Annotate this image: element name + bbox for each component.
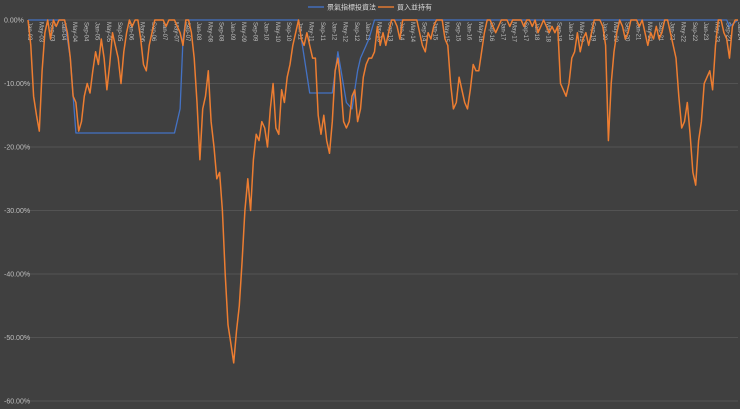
- plot-area: [27, 19, 739, 364]
- legend-label-strategy: 景氣指標投資法: [327, 3, 376, 12]
- x-tick-label: Jan-21: [635, 22, 641, 41]
- x-tick-label: Sep-04: [82, 22, 88, 42]
- x-tick-label: May-18: [544, 22, 550, 43]
- x-tick-label: May-05: [105, 22, 111, 43]
- x-tick-label: Sep-10: [285, 22, 291, 42]
- y-tick-label: -20.00%: [4, 145, 30, 152]
- x-tick-label: May-12: [342, 22, 348, 43]
- y-tick-label: -30.00%: [4, 208, 30, 215]
- x-tick-label: Sep-13: [387, 22, 393, 42]
- x-tick-label: Sep-09: [251, 22, 257, 42]
- gridlines: [28, 19, 738, 402]
- x-tick-label: Sep-08: [218, 22, 224, 42]
- y-tick-label: -50.00%: [4, 335, 30, 342]
- x-tick-label: Jan-09: [229, 22, 235, 41]
- x-tick-label: Sep-17: [522, 22, 528, 42]
- x-tick-label: Jan-08: [195, 22, 201, 41]
- x-tick-label: Jan-10: [263, 22, 269, 41]
- x-tick-label: Sep-11: [319, 22, 325, 42]
- x-tick-label: Sep-20: [623, 22, 629, 42]
- x-tick-label: Jan-06: [127, 22, 133, 41]
- x-tick-label: May-10: [274, 22, 280, 43]
- y-axis: 0.00% -10.00% -20.00% -30.00% -40.00% -50.00%…: [4, 18, 30, 406]
- x-tick-label: May-06: [139, 22, 145, 43]
- x-tick-label: Sep-23: [725, 22, 731, 42]
- x-tick-label: Sep-21: [657, 22, 663, 42]
- x-tick-label: Jan-23: [702, 22, 708, 41]
- x-tick-label: May-09: [240, 22, 246, 43]
- x-tick-label: Sep-19: [589, 22, 595, 42]
- x-tick-label: Sep-06: [150, 22, 156, 42]
- x-tick-label: Jan-19: [567, 22, 573, 41]
- x-tick-label: May-11: [308, 22, 314, 42]
- series-line-buy-and-hold: [27, 19, 738, 364]
- x-tick-label: Jan-18: [533, 22, 539, 41]
- y-tick-label: 0.00%: [4, 18, 24, 25]
- x-tick-label: May-22: [680, 22, 686, 43]
- x-tick-label: May-17: [511, 22, 517, 43]
- x-tick-label: Jan-12: [330, 22, 336, 41]
- x-tick-label: Jan-05: [94, 22, 100, 41]
- x-tick-label: Jan-24: [736, 22, 740, 41]
- x-tick-label: Jan-13: [364, 22, 370, 41]
- x-tick-label: May-16: [477, 22, 483, 43]
- x-tick-label: Sep-22: [691, 22, 697, 42]
- x-tick-label: Sep-12: [353, 22, 359, 42]
- x-tick-label: May-03: [37, 22, 43, 43]
- x-tick-label: May-04: [71, 22, 77, 43]
- x-tick-label: Jan-04: [60, 22, 66, 41]
- x-tick-label: Sep-16: [488, 22, 494, 42]
- x-tick-label: Jan-17: [499, 22, 505, 41]
- x-tick-label: Jan-15: [432, 22, 438, 41]
- x-tick-label: May-19: [578, 22, 584, 43]
- x-tick-label: Sep-05: [116, 22, 122, 42]
- x-tick-label: Sep-14: [420, 22, 426, 42]
- x-tick-label: May-20: [612, 22, 618, 43]
- x-tick-label: Sep-15: [454, 22, 460, 42]
- legend-label-buy-and-hold: 買入並持有: [397, 3, 432, 12]
- x-tick-label: Sep-07: [184, 22, 190, 42]
- x-tick-label: Jan-22: [668, 22, 674, 41]
- x-tick-label: May-14: [409, 22, 415, 43]
- x-tick-label: May-15: [443, 22, 449, 43]
- y-tick-label: -10.00%: [4, 81, 30, 88]
- x-tick-label: May-07: [173, 22, 179, 43]
- y-tick-label: -60.00%: [4, 399, 30, 406]
- legend: 景氣指標投資法 買入並持有: [308, 3, 432, 12]
- x-tick-label: Jan-16: [466, 22, 472, 41]
- y-tick-label: -40.00%: [4, 272, 30, 279]
- x-tick-label: May-08: [206, 22, 212, 43]
- x-tick-label: Jan-07: [161, 22, 167, 41]
- x-tick-label: May-21: [646, 22, 652, 43]
